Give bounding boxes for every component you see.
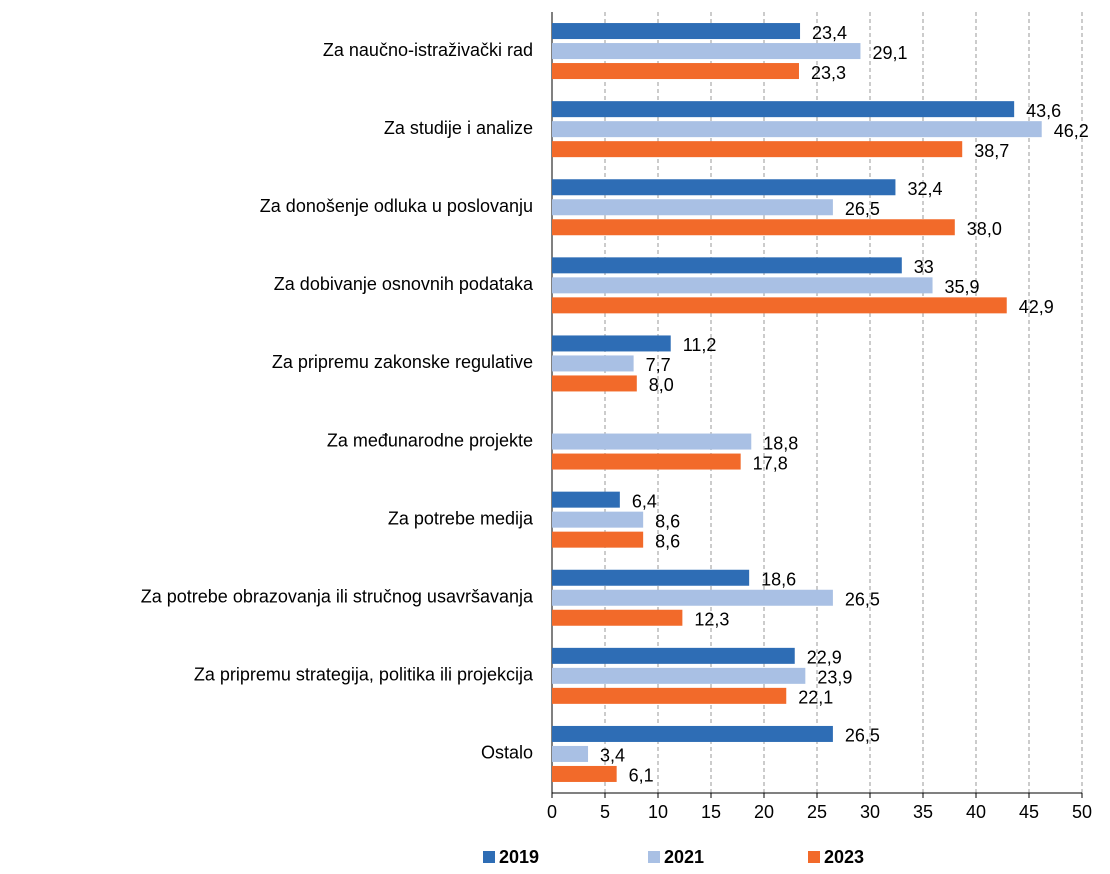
data-label: 35,9 [945, 277, 980, 297]
legend-label: 2021 [664, 847, 704, 867]
data-label: 23,4 [812, 23, 847, 43]
data-label: 22,1 [798, 688, 833, 708]
data-label: 8,6 [655, 531, 680, 551]
data-label: 32,4 [907, 179, 942, 199]
data-label: 17,8 [753, 453, 788, 473]
x-tick-label: 10 [648, 802, 668, 822]
bar [552, 277, 933, 294]
bar [552, 745, 589, 762]
category-label: Za dobivanje osnovnih podataka [274, 274, 534, 294]
category-label: Ostalo [481, 743, 533, 763]
bar [552, 433, 752, 450]
bar [552, 121, 1042, 138]
bar [552, 453, 741, 470]
bar [552, 141, 963, 158]
category-label: Za pripremu strategija, politika ili pro… [194, 665, 534, 685]
category-label: Za naučno-istraživački rad [323, 40, 533, 60]
bar [552, 531, 644, 548]
bar [552, 179, 896, 196]
data-label: 29,1 [872, 43, 907, 63]
data-label: 42,9 [1019, 297, 1054, 317]
category-label: Za međunarodne projekte [327, 430, 533, 450]
bar [552, 491, 620, 508]
data-label: 46,2 [1054, 121, 1089, 141]
data-label: 38,0 [967, 219, 1002, 239]
data-label: 23,9 [817, 668, 852, 688]
bar [552, 589, 833, 606]
bar [552, 43, 861, 60]
x-tick-label: 20 [754, 802, 774, 822]
bar [552, 609, 683, 626]
bar [552, 199, 833, 216]
category-label: Za potrebe medija [388, 508, 534, 528]
data-label: 43,6 [1026, 101, 1061, 121]
category-label: Za studije i analize [384, 118, 533, 138]
legend-swatch [483, 851, 495, 863]
x-tick-label: 25 [807, 802, 827, 822]
bar [552, 23, 801, 40]
x-tick-label: 15 [701, 802, 721, 822]
category-label: Za donošenje odluka u poslovanju [260, 196, 533, 216]
data-label: 26,5 [845, 726, 880, 746]
x-tick-label: 30 [860, 802, 880, 822]
data-label: 18,6 [761, 570, 796, 590]
bar [552, 257, 902, 274]
data-label: 23,3 [811, 63, 846, 83]
data-label: 33 [914, 257, 934, 277]
data-label: 18,8 [763, 433, 798, 453]
data-label: 7,7 [646, 355, 671, 375]
data-label: 6,4 [632, 491, 657, 511]
bar [552, 765, 617, 782]
x-tick-label: 40 [966, 802, 986, 822]
bar [552, 667, 806, 684]
data-label: 22,9 [807, 648, 842, 668]
bar [552, 355, 634, 372]
data-label: 26,5 [845, 199, 880, 219]
x-tick-label: 50 [1072, 802, 1092, 822]
bar [552, 725, 833, 742]
bar [552, 335, 671, 352]
data-label: 8,6 [655, 511, 680, 531]
bar [552, 297, 1007, 314]
x-tick-label: 35 [913, 802, 933, 822]
data-label: 11,2 [683, 335, 717, 355]
data-label: 6,1 [629, 766, 654, 786]
x-tick-label: 45 [1019, 802, 1039, 822]
x-tick-label: 0 [547, 802, 557, 822]
bar [552, 569, 750, 586]
bar [552, 375, 637, 392]
data-label: 8,0 [649, 375, 674, 395]
bar [552, 219, 955, 236]
data-label: 26,5 [845, 590, 880, 610]
data-label: 12,3 [694, 610, 729, 630]
bar [552, 63, 799, 80]
bar [552, 687, 787, 704]
bar [552, 101, 1015, 118]
category-label: Za pripremu zakonske regulative [272, 352, 533, 372]
legend-swatch [808, 851, 820, 863]
legend-label: 2019 [499, 847, 539, 867]
data-label: 38,7 [974, 141, 1009, 161]
bar [552, 647, 795, 664]
data-label: 3,4 [600, 746, 625, 766]
legend-label: 2023 [824, 847, 864, 867]
bar [552, 511, 644, 528]
legend-swatch [648, 851, 660, 863]
x-tick-label: 5 [600, 802, 610, 822]
category-label: Za potrebe obrazovanja ili stručnog usav… [141, 587, 534, 607]
